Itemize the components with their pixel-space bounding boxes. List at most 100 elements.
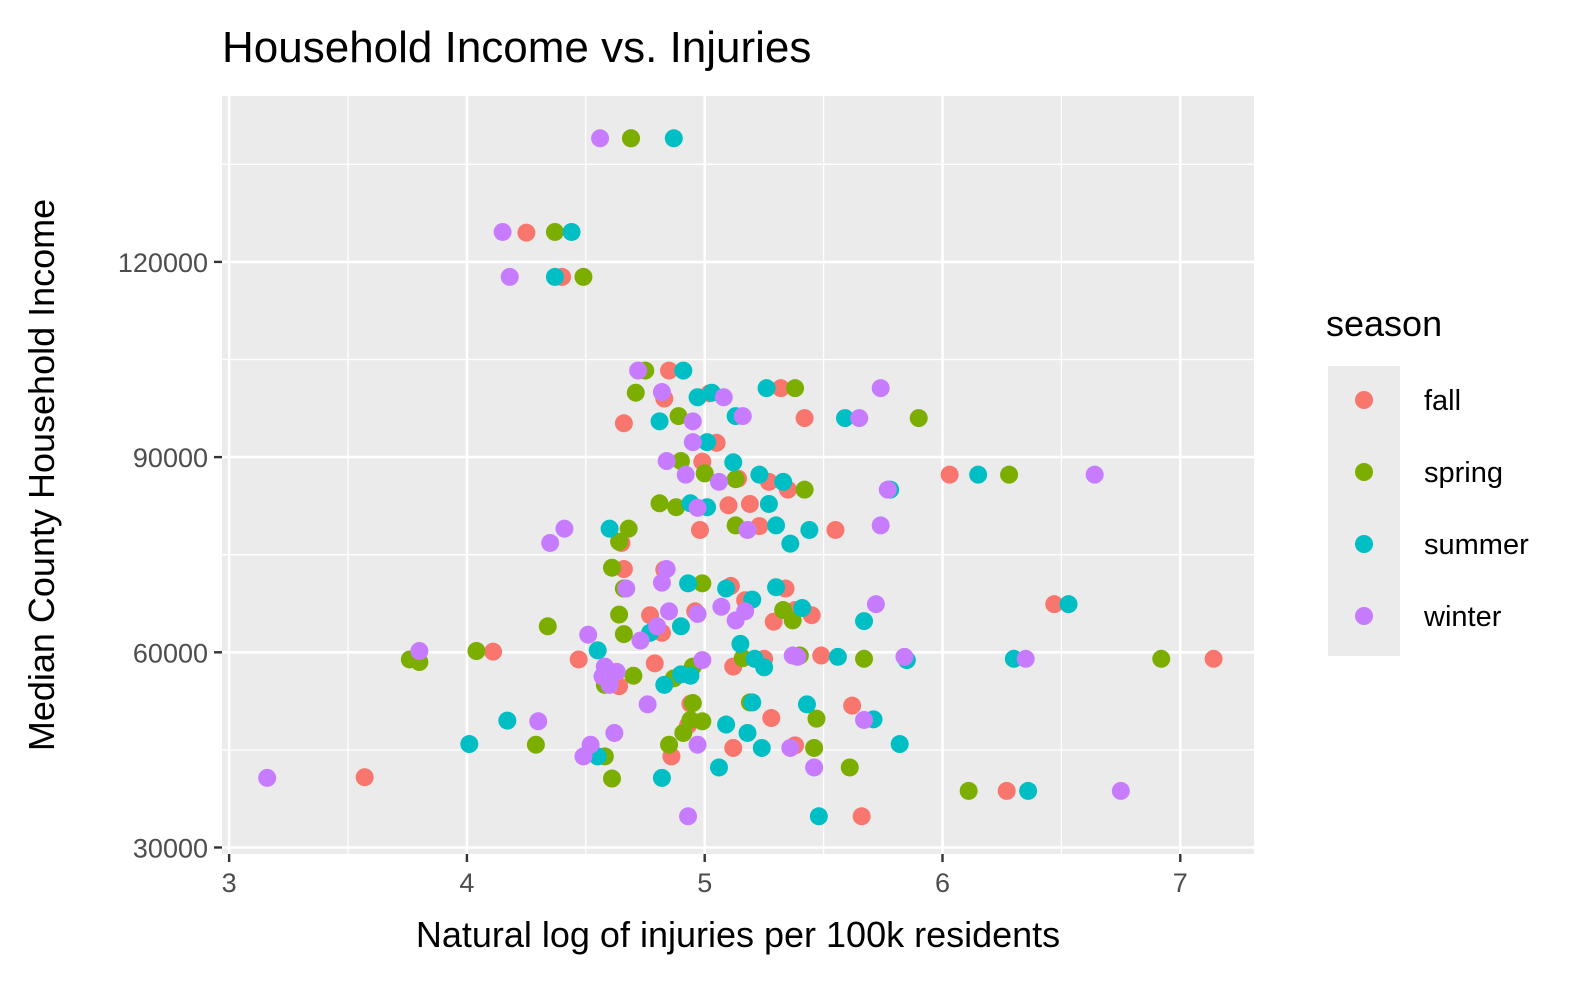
legend-key-summer <box>1355 535 1373 553</box>
point-spring <box>909 409 928 428</box>
point-winter <box>529 712 548 731</box>
point-fall <box>484 642 503 661</box>
point-spring <box>693 712 712 731</box>
point-winter <box>866 595 885 614</box>
point-spring <box>840 758 859 777</box>
point-fall <box>940 465 959 484</box>
point-winter <box>660 602 679 621</box>
point-winter <box>871 516 890 535</box>
y-tick-label: 30000 <box>133 833 208 863</box>
point-spring <box>619 519 638 538</box>
legend-entries: fall spring summer winter <box>1355 385 1529 633</box>
point-winter <box>878 480 897 499</box>
point-fall <box>719 496 738 515</box>
point-winter <box>500 267 519 286</box>
point-spring <box>650 494 669 513</box>
point-spring <box>467 641 486 660</box>
point-winter <box>657 560 676 579</box>
point-summer <box>752 738 771 757</box>
point-winter <box>652 383 671 402</box>
point-spring <box>726 470 745 489</box>
point-winter <box>683 433 702 452</box>
point-winter <box>258 768 277 787</box>
point-summer <box>743 693 762 712</box>
point-summer <box>828 647 847 666</box>
point-winter <box>657 452 676 471</box>
point-fall <box>843 696 862 715</box>
point-summer <box>767 578 786 597</box>
point-summer <box>759 494 778 513</box>
point-fall <box>852 807 871 826</box>
point-fall <box>645 654 664 673</box>
point-summer <box>969 465 988 484</box>
point-spring <box>795 480 814 499</box>
point-spring <box>959 781 978 800</box>
point-winter <box>493 222 512 241</box>
point-fall <box>569 650 588 669</box>
point-summer <box>836 409 855 428</box>
point-spring <box>783 611 802 630</box>
point-summer <box>498 711 517 730</box>
point-winter <box>555 519 574 538</box>
legend: season fall spring summer winter <box>1326 303 1529 656</box>
point-winter <box>688 735 707 754</box>
point-winter <box>895 647 914 666</box>
y-axis-label: Median County Household Income <box>21 199 62 751</box>
point-spring <box>545 222 564 241</box>
point-fall <box>355 768 374 787</box>
point-spring <box>1152 649 1171 668</box>
x-tick-label: 3 <box>222 868 237 898</box>
point-summer <box>731 634 750 653</box>
legend-key-spring <box>1355 463 1373 481</box>
point-summer <box>600 519 619 538</box>
point-summer <box>757 379 776 398</box>
x-tick-label: 5 <box>697 868 712 898</box>
point-winter <box>709 472 728 491</box>
point-spring <box>538 617 557 636</box>
chart-title: Household Income vs. Injuries <box>222 23 811 72</box>
point-winter <box>788 647 807 666</box>
point-winter <box>805 758 824 777</box>
point-summer <box>562 222 581 241</box>
point-summer <box>688 388 707 407</box>
point-summer <box>655 675 674 694</box>
point-winter <box>1111 781 1130 800</box>
legend-key-winter <box>1355 607 1373 625</box>
point-fall <box>1045 595 1064 614</box>
point-winter <box>688 604 707 623</box>
point-winter <box>693 651 712 670</box>
point-winter <box>781 738 800 757</box>
point-summer <box>750 465 769 484</box>
point-spring <box>1000 465 1019 484</box>
point-summer <box>709 758 728 777</box>
x-axis-label: Natural log of injuries per 100k residen… <box>416 914 1060 955</box>
point-summer <box>652 768 671 787</box>
point-summer <box>717 715 736 734</box>
point-summer <box>545 267 564 286</box>
point-fall <box>614 414 633 433</box>
point-summer <box>664 129 683 148</box>
point-winter <box>600 675 619 694</box>
point-fall <box>771 379 790 398</box>
legend-label-summer: summer <box>1424 529 1529 561</box>
point-fall <box>690 520 709 539</box>
point-summer <box>1059 595 1078 614</box>
y-tick-label: 120000 <box>118 248 208 278</box>
point-spring <box>786 379 805 398</box>
minor-gridlines <box>222 96 1254 854</box>
point-spring <box>614 625 633 644</box>
y-tick-label: 60000 <box>133 638 208 668</box>
point-winter <box>688 498 707 517</box>
point-fall <box>740 494 759 513</box>
point-winter <box>579 625 598 644</box>
point-summer <box>890 735 909 754</box>
point-spring <box>610 532 629 551</box>
x-axis: 3 4 5 6 7 <box>222 854 1188 898</box>
point-winter <box>733 407 752 426</box>
point-winter <box>648 617 667 636</box>
point-summer <box>793 599 812 618</box>
point-spring <box>693 574 712 593</box>
point-winter <box>871 379 890 398</box>
point-fall <box>997 781 1016 800</box>
